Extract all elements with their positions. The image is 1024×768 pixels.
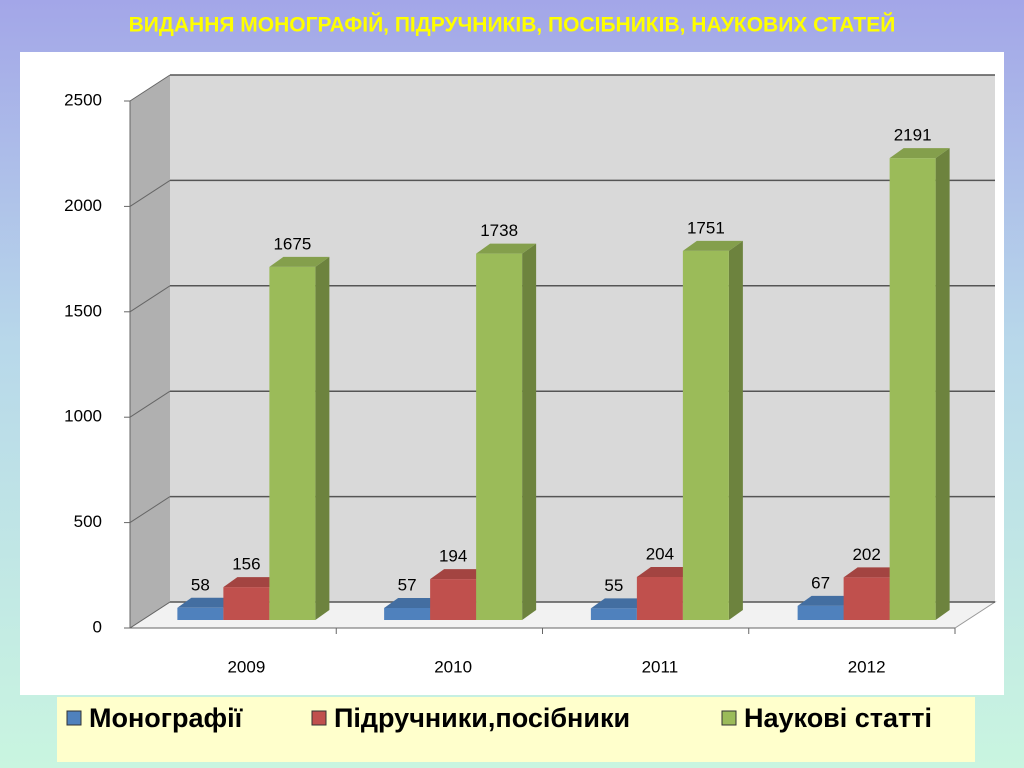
data-label: 1738 <box>480 221 518 240</box>
bar-top <box>430 569 491 580</box>
bar-top <box>223 577 284 588</box>
bar-top <box>682 240 743 251</box>
legend-label: Монографії <box>89 703 244 733</box>
bar-top <box>636 566 697 577</box>
bar <box>682 250 729 620</box>
bar-top <box>843 567 904 578</box>
legend-swatch <box>66 710 82 726</box>
bar <box>476 253 523 621</box>
side-wall <box>130 75 170 628</box>
bar <box>590 608 637 620</box>
bar-top <box>590 598 651 609</box>
bar <box>384 607 431 620</box>
legend-swatch <box>311 710 327 726</box>
grid-line-side <box>129 496 171 524</box>
bar <box>843 577 890 620</box>
legend-box <box>57 697 975 762</box>
data-label: 57 <box>398 575 417 594</box>
bar-top <box>269 256 330 267</box>
bar-top <box>177 597 238 608</box>
legend-swatch <box>721 710 737 726</box>
chart-title: ВИДАННЯ МОНОГРАФІЙ, ПІДРУЧНИКІВ, ПОСІБНИ… <box>129 13 896 37</box>
grid-line-side <box>129 390 171 418</box>
bar-side <box>935 148 950 620</box>
data-label: 1675 <box>273 234 311 253</box>
y-tick-label: 0 <box>93 617 102 636</box>
data-label: 194 <box>439 547 467 566</box>
y-tick-label: 1000 <box>64 407 102 426</box>
bar-side <box>522 243 537 621</box>
y-tick-label: 2500 <box>64 90 102 109</box>
bar-top <box>797 595 858 606</box>
bar-top <box>384 597 445 608</box>
y-tick-label: 500 <box>74 512 102 531</box>
bar <box>223 587 270 620</box>
grid-line-side <box>129 74 171 102</box>
legend-label: Підручники,посібники <box>334 703 630 733</box>
x-tick-label: 2009 <box>227 657 265 676</box>
x-tick-label: 2012 <box>848 657 886 676</box>
bar <box>177 607 224 620</box>
data-label: 58 <box>191 575 210 594</box>
data-label: 1751 <box>687 218 725 237</box>
grid-line-side <box>129 601 171 629</box>
bar-side <box>728 240 743 620</box>
bar <box>269 266 316 620</box>
bar <box>889 158 936 620</box>
bar <box>797 605 844 620</box>
grid-line-side <box>129 179 171 207</box>
back-wall <box>170 75 995 602</box>
data-label: 55 <box>604 576 623 595</box>
bar-side <box>315 256 330 620</box>
y-tick-label: 1500 <box>64 301 102 320</box>
y-tick-label: 2000 <box>64 196 102 215</box>
data-label: 156 <box>232 555 260 574</box>
data-label: 202 <box>852 545 880 564</box>
bar-top <box>476 243 537 254</box>
x-tick-label: 2010 <box>434 657 472 676</box>
data-label: 2191 <box>894 126 932 145</box>
bar-top <box>889 148 950 159</box>
x-tick-label: 2011 <box>642 657 679 676</box>
bar <box>430 579 477 620</box>
bar <box>636 576 683 620</box>
legend-label: Наукові статті <box>744 703 932 733</box>
data-label: 67 <box>811 573 830 592</box>
grid-line-side <box>129 285 171 313</box>
data-label: 204 <box>646 544 674 563</box>
